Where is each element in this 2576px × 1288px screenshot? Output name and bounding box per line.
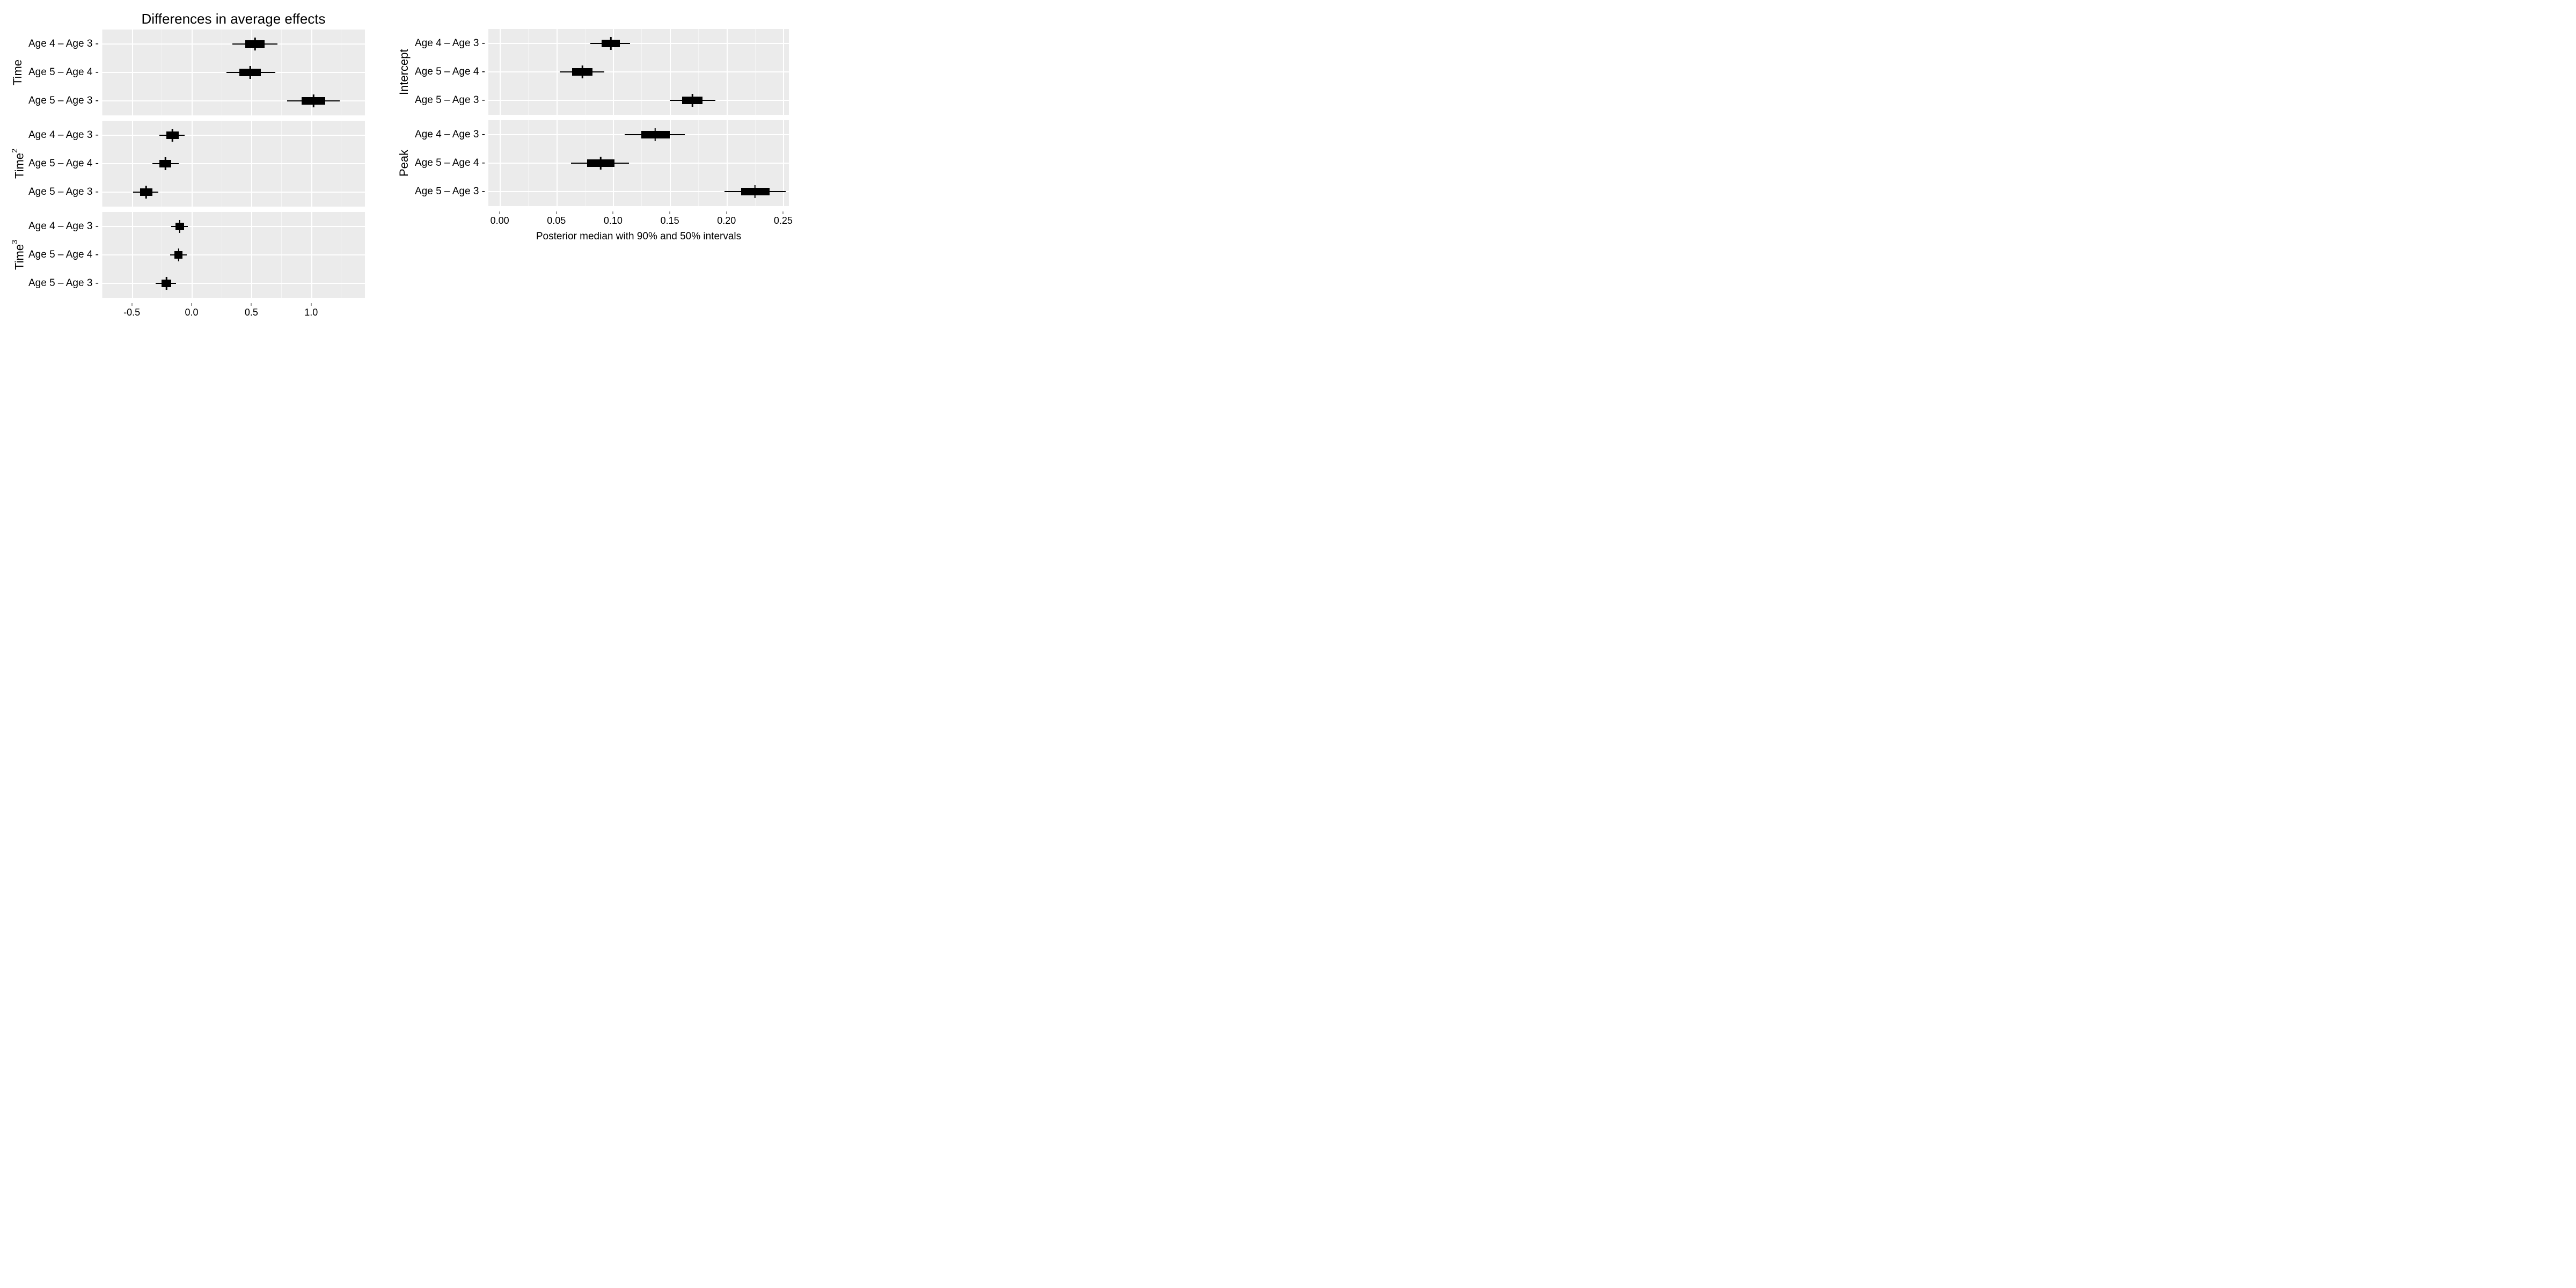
left-panels: TimeAge 4 – Age 3 -Age 5 – Age 4 -Age 5 …: [11, 30, 365, 303]
median-tick: [582, 65, 583, 78]
gridline-h: [102, 135, 365, 136]
median-tick: [313, 94, 314, 107]
panel: TimeAge 4 – Age 3 - Age 5 – Age 4 - Age 5 …: [11, 30, 365, 115]
x-tick: 0.20: [717, 211, 736, 226]
y-tick-label: Age 4 – Age 3 -: [27, 129, 99, 141]
facet-label: Time3: [11, 212, 26, 298]
gridline-h: [488, 71, 789, 72]
plot-area: [102, 30, 365, 115]
gridline-h: [102, 254, 365, 255]
gridline-h: [488, 100, 789, 101]
right-axis: 0.000.050.100.150.200.25: [397, 211, 789, 231]
median-tick: [178, 248, 179, 261]
x-tick: -0.5: [123, 303, 140, 318]
y-tick-label: Age 4 – Age 3 -: [413, 129, 485, 141]
y-tick-label: Age 5 – Age 3 -: [413, 186, 485, 197]
left-axis: -0.5 0.0 0.5 1.0: [11, 303, 365, 323]
left-column: Differences in average effects TimeAge 4…: [11, 11, 365, 323]
y-tick-label: Age 4 – Age 3 -: [27, 221, 99, 232]
median-tick: [600, 157, 602, 170]
right-panels: InterceptAge 4 – Age 3 -Age 5 – Age 4 -A…: [397, 29, 789, 211]
gridline-h: [102, 226, 365, 227]
median-tick: [165, 157, 166, 170]
x-tick: 1.0: [304, 303, 318, 318]
y-labels: Age 4 – Age 3 - Age 5 – Age 4 - Age 5 – Ag…: [27, 30, 102, 115]
x-tick: 0.5: [245, 303, 258, 318]
facet-label: Peak: [397, 120, 412, 206]
median-tick: [692, 94, 693, 107]
y-labels: Age 4 – Age 3 - Age 5 – Age 4 - Age 5 – Ag…: [413, 29, 488, 115]
x-axis-label: Posterior median with 90% and 50% interv…: [488, 231, 789, 243]
y-tick-label: Age 5 – Age 4 -: [27, 67, 99, 78]
y-labels: Age 4 – Age 3 - Age 5 – Age 4 - Age 5 – Ag…: [27, 121, 102, 207]
median-tick: [166, 277, 167, 290]
y-tick-label: Age 5 – Age 4 -: [413, 66, 485, 78]
y-tick-label: Age 5 – Age 3 -: [27, 277, 99, 289]
y-labels: Age 4 – Age 3 - Age 5 – Age 4 - Age 5 – Ag…: [413, 120, 488, 206]
facet-label: Intercept: [397, 29, 412, 115]
y-tick-label: Age 5 – Age 4 -: [27, 249, 99, 261]
median-tick: [254, 38, 256, 50]
y-tick-label: Age 5 – Age 3 -: [27, 95, 99, 107]
gridline-h: [102, 283, 365, 284]
chart-title: Differences in average effects: [102, 11, 365, 27]
plot-area: [102, 121, 365, 207]
gridline-h: [488, 43, 789, 44]
median-tick: [145, 186, 147, 199]
gridline-h: [488, 163, 789, 164]
right-column: InterceptAge 4 – Age 3 -Age 5 – Age 4 -A…: [397, 11, 789, 243]
x-tick: 0.10: [604, 211, 623, 226]
y-tick-label: Age 4 – Age 3 -: [413, 38, 485, 49]
facet-label: Time2: [11, 121, 26, 207]
median-tick: [250, 66, 251, 79]
figure: Differences in average effects TimeAge 4…: [11, 11, 2565, 323]
panel: PeakAge 4 – Age 3 - Age 5 – Age 4 - Age 5 …: [397, 120, 789, 206]
x-tick: 0.0: [185, 303, 199, 318]
plot-area: [488, 29, 789, 115]
x-axis: -0.5 0.0 0.5 1.0: [102, 303, 365, 323]
median-tick: [754, 185, 756, 198]
median-tick: [172, 129, 173, 142]
plot-area: [488, 120, 789, 206]
y-labels: Age 4 – Age 3 - Age 5 – Age 4 - Age 5 – Ag…: [27, 212, 102, 298]
plot-area: [102, 212, 365, 298]
x-tick: 0.05: [547, 211, 566, 226]
gridline-h: [102, 163, 365, 164]
facet-label: Time: [11, 30, 26, 115]
y-tick-label: Age 5 – Age 3 -: [413, 94, 485, 106]
x-tick: 0.15: [661, 211, 679, 226]
panel: InterceptAge 4 – Age 3 -Age 5 – Age 4 -A…: [397, 29, 789, 115]
panel: Time3Age 4 – Age 3 - Age 5 – Age 4 - Age 5…: [11, 212, 365, 298]
median-tick: [610, 37, 612, 50]
y-tick-label: Age 5 – Age 4 -: [27, 158, 99, 170]
x-tick: 0.25: [774, 211, 793, 226]
median-tick: [179, 220, 181, 233]
y-tick-label: Age 5 – Age 4 -: [413, 157, 485, 169]
x-tick: 0.00: [491, 211, 509, 226]
panel: Time2Age 4 – Age 3 - Age 5 – Age 4 - Age 5…: [11, 121, 365, 207]
y-tick-label: Age 4 – Age 3 -: [27, 38, 99, 50]
xlab-text: Posterior median with 90% and 50% interv…: [536, 231, 741, 242]
title-text: Differences in average effects: [141, 11, 325, 27]
x-axis: 0.000.050.100.150.200.25: [488, 211, 789, 231]
median-tick: [654, 128, 656, 141]
y-tick-label: Age 5 – Age 3 -: [27, 186, 99, 198]
